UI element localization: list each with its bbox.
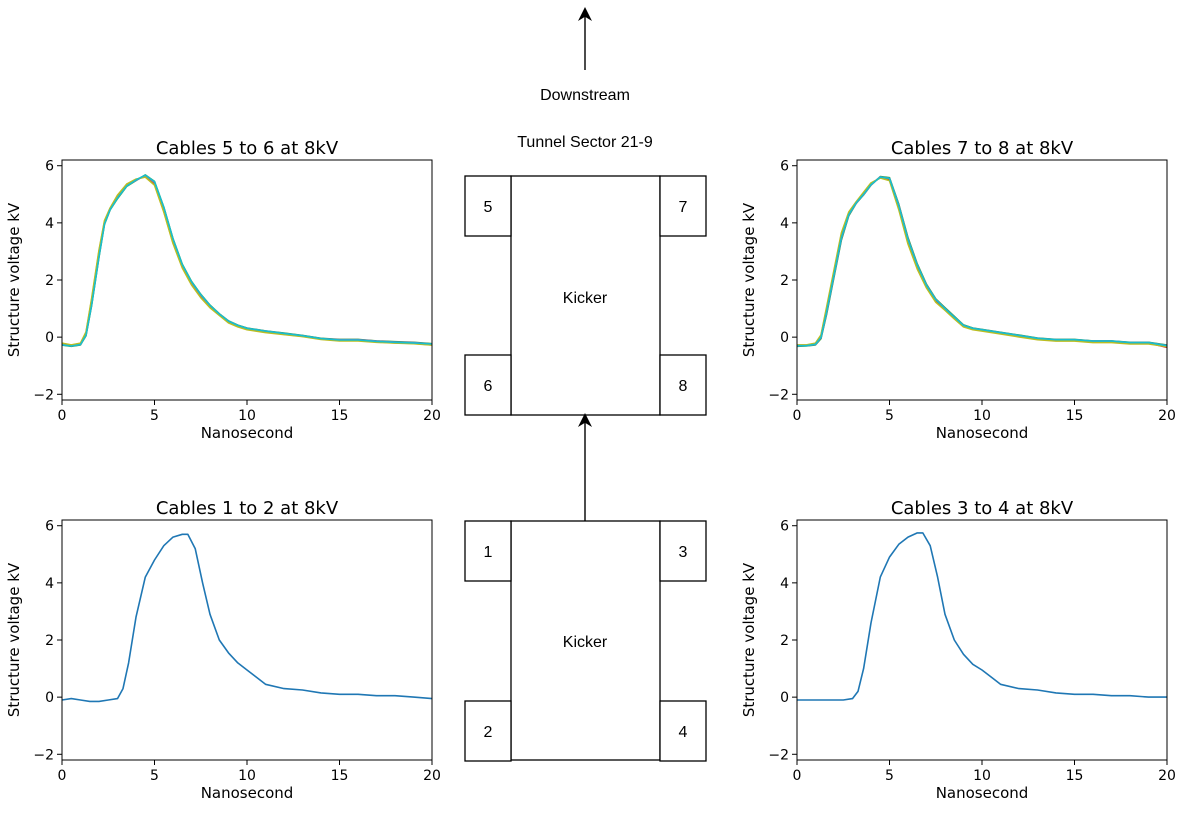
port-box-5 (464, 175, 512, 237)
y-tick-label: −2 (33, 387, 54, 403)
x-tick-label: 0 (793, 768, 802, 784)
series-line-0 (61, 533, 433, 703)
series-line-0 (61, 174, 433, 347)
x-tick-label: 10 (973, 768, 991, 784)
x-tick-label: 10 (238, 408, 256, 424)
lower-kicker-label: Kicker (563, 634, 608, 651)
series-line-6 (61, 174, 433, 347)
y-axis-label: Structure voltage kV (740, 562, 758, 717)
y-axis-label: Structure voltage kV (5, 202, 23, 357)
series-line-3 (61, 175, 433, 347)
x-tick-label: 5 (150, 408, 159, 424)
x-tick-label: 10 (973, 408, 991, 424)
y-tick-label: 6 (780, 519, 789, 535)
series-line-4 (61, 174, 433, 347)
downstream-label: Downstream (540, 87, 630, 104)
x-tick-label: 5 (150, 768, 159, 784)
y-axis-label: Structure voltage kV (740, 202, 758, 357)
x-tick-label: 20 (1158, 408, 1176, 424)
port-box-7 (659, 175, 707, 237)
series-line-0 (797, 532, 1167, 701)
x-tick-label: 15 (331, 408, 349, 424)
port-label-5: 5 (484, 199, 493, 216)
x-tick-label: 0 (58, 408, 67, 424)
x-tick-label: 0 (58, 768, 67, 784)
y-tick-label: 6 (45, 519, 54, 535)
tunnel-sector-label: Tunnel Sector 21-9 (517, 134, 653, 151)
y-tick-label: −2 (768, 747, 789, 763)
x-tick-label: 5 (885, 768, 894, 784)
upper-kicker-label: Kicker (563, 290, 608, 307)
x-axis-label: Nanosecond (201, 784, 294, 802)
x-axis-label: Nanosecond (936, 784, 1029, 802)
y-tick-label: 0 (45, 690, 54, 706)
chart-title: Cables 5 to 6 at 8kV (156, 138, 339, 159)
x-tick-label: 20 (423, 408, 441, 424)
y-tick-label: 6 (780, 159, 789, 175)
x-tick-label: 20 (1158, 768, 1176, 784)
series-line-2 (796, 175, 1168, 348)
chart-title: Cables 3 to 4 at 8kV (891, 498, 1074, 519)
port-label-3: 3 (679, 544, 688, 561)
series-line-6 (797, 176, 1168, 347)
upper-kicker-box (510, 175, 661, 416)
y-tick-label: 4 (45, 216, 54, 232)
port-box-6 (464, 354, 512, 416)
x-tick-label: 0 (793, 408, 802, 424)
chart-title: Cables 1 to 2 at 8kV (156, 498, 339, 519)
port-box-4 (659, 700, 707, 762)
series-line-5 (61, 176, 433, 346)
port-label-4: 4 (679, 724, 688, 741)
axes-frame (61, 519, 433, 761)
y-tick-label: 2 (45, 633, 54, 649)
port-label-8: 8 (679, 378, 688, 395)
port-box-1 (464, 520, 512, 582)
y-tick-label: 0 (45, 330, 54, 346)
x-tick-label: 5 (885, 408, 894, 424)
y-tick-label: 4 (780, 216, 789, 232)
y-tick-label: 4 (780, 576, 789, 592)
y-tick-label: 4 (45, 576, 54, 592)
y-tick-label: 0 (780, 690, 789, 706)
series-line-1 (61, 175, 433, 346)
port-label-7: 7 (679, 199, 688, 216)
y-tick-label: 2 (45, 273, 54, 289)
series-line-1 (797, 176, 1168, 348)
x-tick-label: 10 (238, 768, 256, 784)
x-axis-label: Nanosecond (936, 424, 1029, 442)
x-tick-label: 20 (423, 768, 441, 784)
y-tick-label: 2 (780, 633, 789, 649)
port-label-6: 6 (484, 378, 493, 395)
series-line-0 (797, 176, 1168, 347)
x-axis-label: Nanosecond (201, 424, 294, 442)
y-tick-label: 0 (780, 330, 789, 346)
port-box-8 (659, 354, 707, 416)
port-box-2 (464, 700, 512, 762)
port-label-1: 1 (484, 544, 493, 561)
chart-title: Cables 7 to 8 at 8kV (891, 138, 1074, 159)
series-line-5 (797, 177, 1168, 348)
x-tick-label: 15 (1066, 768, 1084, 784)
y-tick-label: 6 (45, 159, 54, 175)
series-line-3 (797, 176, 1168, 349)
series-line-4 (796, 176, 1168, 347)
lower-kicker-box (510, 520, 661, 761)
x-tick-label: 15 (1066, 408, 1084, 424)
x-tick-label: 15 (331, 768, 349, 784)
y-tick-label: −2 (33, 747, 54, 763)
y-tick-label: −2 (768, 387, 789, 403)
series-line-2 (61, 174, 433, 348)
port-label-2: 2 (484, 724, 493, 741)
y-tick-label: 2 (780, 273, 789, 289)
port-box-3 (659, 520, 707, 582)
axes-frame (796, 519, 1168, 761)
axes-frame (796, 159, 1168, 401)
y-axis-label: Structure voltage kV (5, 562, 23, 717)
